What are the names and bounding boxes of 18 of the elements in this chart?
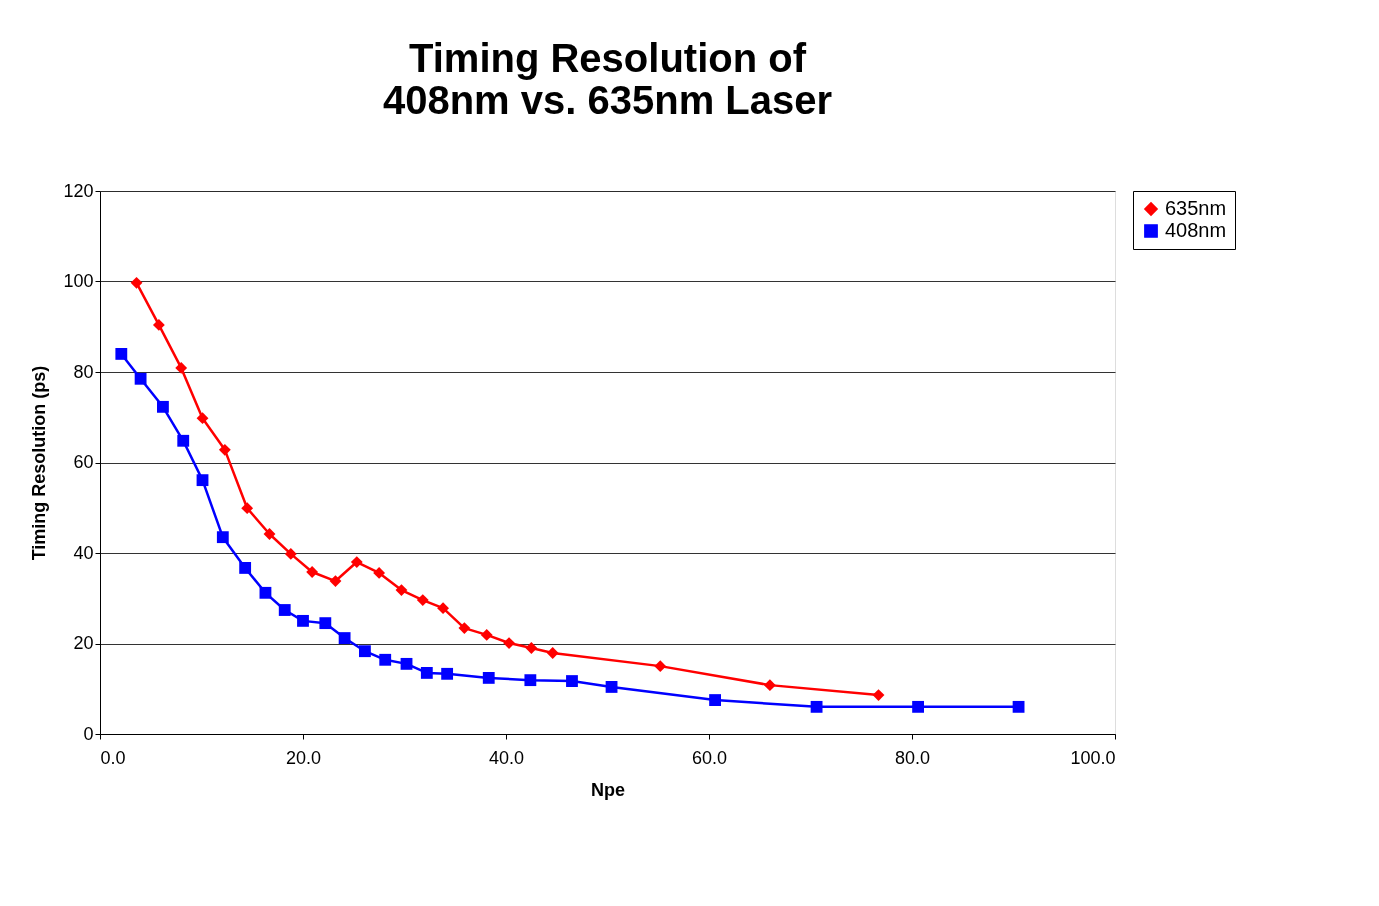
x-axis-title: Npe xyxy=(590,779,626,800)
x-tick-label: 40.0 xyxy=(488,747,525,768)
x-tick-label: 20.0 xyxy=(285,747,322,768)
x-tick-label: 0.0 xyxy=(100,747,126,768)
chart-title: Timing Resolution of 408nm vs. 635nm Laser xyxy=(382,36,833,122)
y-axis-title: Timing Resolution (ps) xyxy=(29,365,50,561)
y-tick-label: 60 xyxy=(73,452,94,472)
y-tick-label: 120 xyxy=(63,180,94,201)
x-tick-label: 100.0 xyxy=(1070,747,1116,768)
y-tick-label: 80 xyxy=(73,361,94,382)
x-tick-label: 60.0 xyxy=(691,747,728,768)
y-tick-label: 100 xyxy=(63,271,94,291)
legend-label: 635nm xyxy=(1165,197,1227,219)
x-tick-label: 80.0 xyxy=(894,747,931,768)
y-tick-label: 0 xyxy=(83,723,94,744)
legend-label: 408nm xyxy=(1165,219,1227,241)
y-tick-label: 20 xyxy=(73,633,94,653)
y-tick-label: 40 xyxy=(73,542,94,563)
